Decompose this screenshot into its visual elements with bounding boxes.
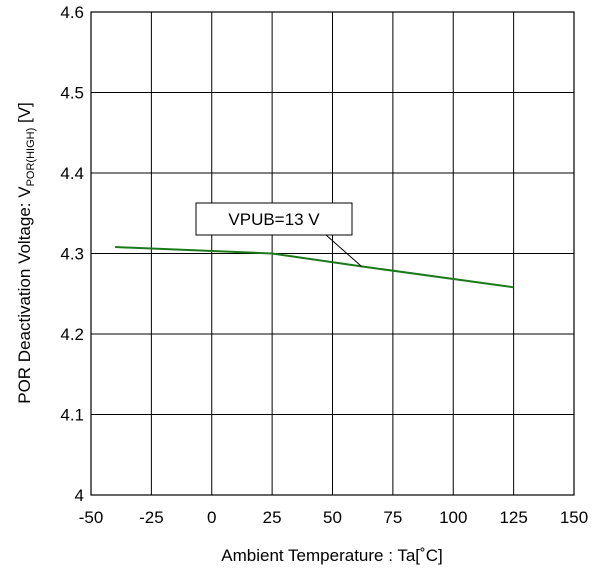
y-axis-ticks: 4 4.1 4.2 4.3 4.4 4.5 4.6 <box>60 3 84 505</box>
series-line <box>115 246 514 289</box>
x-axis-ticks: -50 -25 0 25 50 75 100 125 150 <box>79 508 588 527</box>
y-tick-label: 4.3 <box>60 245 84 264</box>
y-axis-title-subscript: POR(HIGH) <box>25 128 37 187</box>
grid <box>91 12 574 495</box>
y-tick-label: 4.2 <box>60 325 84 344</box>
x-tick-label: 75 <box>383 508 402 527</box>
y-axis-title: POR Deactivation Voltage: VPOR(HIGH) [V] <box>15 102 37 404</box>
y-tick-label: 4.5 <box>60 84 84 103</box>
y-tick-label: 4.1 <box>60 406 84 425</box>
annotation-layer: VPUB=13 V <box>195 202 362 267</box>
y-tick-label: 4 <box>75 486 84 505</box>
annotation-label: VPUB=13 V <box>228 210 320 229</box>
x-tick-label: 150 <box>560 508 588 527</box>
y-tick-label: 4.4 <box>60 164 84 183</box>
x-tick-label: 25 <box>263 508 282 527</box>
annotation-leader-line <box>325 234 362 267</box>
x-tick-label: -25 <box>139 508 164 527</box>
x-tick-label: -50 <box>79 508 104 527</box>
x-axis-title: Ambient Temperature : Ta[˚C] <box>221 546 442 565</box>
x-tick-label: 125 <box>499 508 527 527</box>
y-axis-title-prefix: POR Deactivation Voltage: V <box>15 186 34 404</box>
x-tick-label: 50 <box>323 508 342 527</box>
plot-area-frame <box>90 11 575 496</box>
y-tick-label: 4.6 <box>60 3 84 22</box>
annotation-box <box>195 202 353 236</box>
y-axis-title-suffix: [V] <box>15 102 34 128</box>
x-tick-label: 100 <box>439 508 467 527</box>
series-layer <box>115 246 514 289</box>
x-tick-label: 0 <box>207 508 216 527</box>
